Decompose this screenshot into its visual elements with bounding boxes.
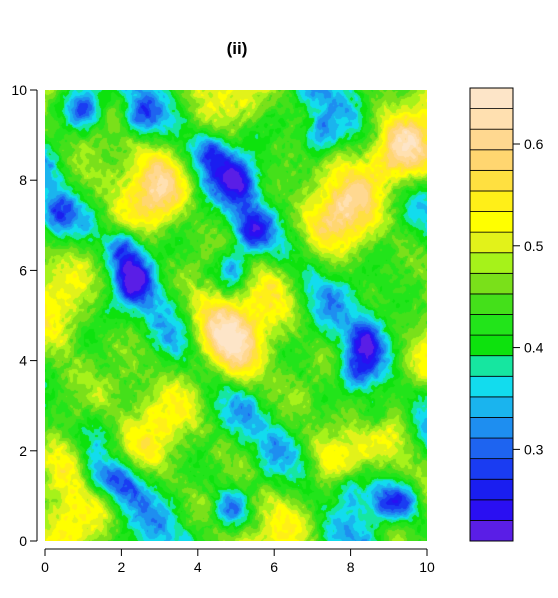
colorbar-swatch [469, 149, 514, 171]
colorbar-tick-label: 0.4 [524, 340, 544, 356]
colorbar-swatch [469, 211, 514, 233]
colorbar-swatch [469, 108, 514, 130]
colorbar-swatch [469, 458, 514, 480]
colorbar-swatch [469, 396, 514, 418]
colorbar-swatch [469, 334, 514, 357]
x-tick-label: 10 [419, 559, 435, 575]
colorbar-swatch [469, 272, 514, 295]
colorbar-swatch [469, 437, 514, 460]
colorbar-swatch [469, 417, 514, 439]
colorbar-swatch [469, 314, 514, 336]
y-tick-label: 10 [11, 82, 27, 98]
y-axis: 0 2 4 6 8 10 [11, 82, 38, 549]
colorbar-swatch [469, 231, 514, 254]
y-tick-label: 4 [19, 353, 27, 369]
colorbar-swatch [469, 520, 514, 542]
colorbar-tick-label: 0.6 [524, 136, 544, 152]
x-tick-label: 8 [347, 559, 355, 575]
colorbar-swatch [469, 252, 514, 274]
colorbar-swatch [469, 499, 514, 521]
heatmap-field [45, 90, 427, 541]
x-axis: 0 2 4 6 8 10 [41, 548, 435, 575]
y-tick-label: 0 [19, 533, 27, 549]
colorbar-swatch [469, 355, 514, 377]
y-tick-label: 2 [19, 443, 27, 459]
colorbar-axis: 0.3 0.4 0.5 0.6 [513, 136, 544, 457]
colorbar-swatch [469, 169, 514, 192]
x-tick-label: 2 [118, 559, 126, 575]
y-tick-label: 6 [19, 262, 27, 278]
colorbar [469, 87, 514, 542]
plot-area [45, 90, 427, 541]
colorbar-frame [469, 87, 514, 542]
chart-title: (ii) [227, 39, 248, 58]
colorbar-swatch [469, 87, 514, 109]
x-tick-label: 4 [194, 559, 202, 575]
colorbar-swatch [469, 190, 514, 212]
x-tick-label: 0 [41, 559, 49, 575]
colorbar-tick-label: 0.3 [524, 441, 544, 457]
colorbar-tick-label: 0.5 [524, 238, 544, 254]
colorbar-swatch [469, 375, 514, 398]
colorbar-swatch [469, 293, 514, 315]
colorbar-swatch [469, 478, 514, 501]
y-tick-label: 8 [19, 172, 27, 188]
colorbar-swatch [469, 128, 514, 151]
x-tick-label: 6 [270, 559, 278, 575]
